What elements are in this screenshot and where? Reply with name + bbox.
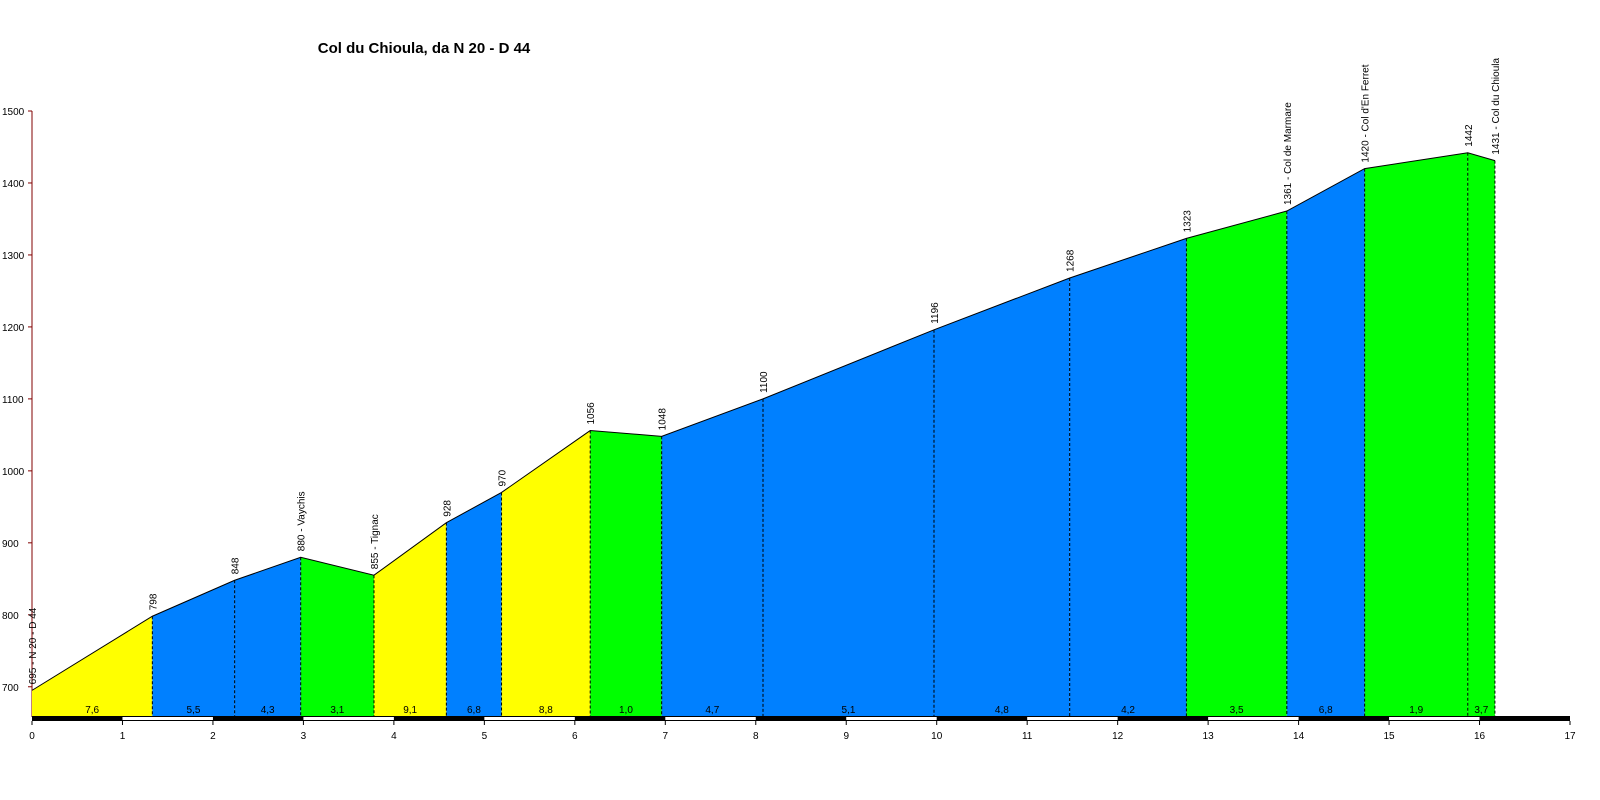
km-stripe xyxy=(1208,717,1299,720)
gradient-label: 6,8 xyxy=(1319,705,1333,716)
x-tick-label: 9 xyxy=(843,731,849,742)
x-tick-label: 16 xyxy=(1474,731,1486,742)
gradient-segment xyxy=(763,329,934,717)
gradient-segment xyxy=(590,430,662,717)
y-tick-label: 1500 xyxy=(2,107,25,118)
x-tick-label: 14 xyxy=(1293,731,1305,742)
point-label: 1100 xyxy=(759,371,770,393)
gradient-label: 7,6 xyxy=(85,705,99,716)
profile-line xyxy=(31,152,1496,691)
x-tick-label: 0 xyxy=(29,731,35,742)
x-tick-label: 2 xyxy=(210,731,216,742)
x-tick-label: 11 xyxy=(1022,731,1033,742)
x-tick-label: 6 xyxy=(572,731,578,742)
point-label: 1442 xyxy=(1464,124,1475,147)
km-stripe xyxy=(846,717,937,720)
gradient-segment xyxy=(1286,168,1365,717)
point-label: 1268 xyxy=(1066,249,1077,272)
point-label: 1056 xyxy=(586,402,597,425)
gradient-label: 3,1 xyxy=(330,705,344,716)
gradient-label: 8,8 xyxy=(539,705,553,716)
y-tick-label: 1200 xyxy=(2,323,25,334)
y-tick-label: 900 xyxy=(2,539,19,550)
gradient-label: 1,9 xyxy=(1409,705,1423,716)
gradient-label: 6,8 xyxy=(467,705,481,716)
point-label: 855 - Tignac xyxy=(370,514,381,569)
gradient-label: 4,3 xyxy=(261,705,275,716)
gradient-segment xyxy=(373,522,447,717)
point-label: 848 xyxy=(231,557,242,574)
km-stripe xyxy=(1027,717,1118,720)
gradient-label: 3,5 xyxy=(1230,705,1244,716)
gradient-label: 1,0 xyxy=(619,705,633,716)
gradient-segment xyxy=(446,492,502,717)
point-label: 1420 - Col d'En Ferret xyxy=(1361,64,1372,162)
gradient-label: 5,5 xyxy=(187,705,201,716)
x-tick-label: 7 xyxy=(663,731,669,742)
chart-title: Col du Chioula, da N 20 - D 44 xyxy=(318,40,531,57)
gradient-label: 5,1 xyxy=(842,705,856,716)
x-tick-label: 17 xyxy=(1564,731,1576,742)
x-tick-label: 3 xyxy=(301,731,307,742)
y-tick-label: 800 xyxy=(2,611,19,622)
point-label: 1048 xyxy=(658,408,669,431)
gradient-label: 9,1 xyxy=(403,705,417,716)
point-label: 970 xyxy=(498,469,509,486)
y-tick-label: 1400 xyxy=(2,179,25,190)
x-axis-bar xyxy=(32,716,1570,721)
km-stripe xyxy=(484,717,575,720)
point-label: 1361 - Col de Marmare xyxy=(1283,102,1294,205)
y-tick-label: 1300 xyxy=(2,251,25,262)
x-tick-label: 13 xyxy=(1203,731,1215,742)
point-label: 1196 xyxy=(930,302,941,324)
gradient-segment xyxy=(1364,152,1468,717)
gradient-label: 4,7 xyxy=(705,705,719,716)
gradient-label: 3,7 xyxy=(1474,705,1488,716)
x-tick-label: 15 xyxy=(1383,731,1395,742)
point-label: 880 - Vaychis xyxy=(297,491,308,551)
y-tick-label: 1000 xyxy=(2,467,25,478)
x-tick-label: 5 xyxy=(482,731,488,742)
km-stripe xyxy=(303,717,394,720)
gradient-segment xyxy=(1186,211,1287,717)
x-tick-label: 12 xyxy=(1112,731,1124,742)
gradient-segment xyxy=(1467,152,1495,717)
point-label: 1431 - Col du Chioula xyxy=(1491,57,1502,154)
gradient-segment xyxy=(32,616,153,717)
gradient-segment xyxy=(300,557,374,717)
y-tick-label: 1100 xyxy=(2,395,24,406)
gradient-segment xyxy=(152,580,235,717)
gradient-segment xyxy=(661,398,764,717)
gradient-segment xyxy=(1069,238,1187,718)
gradient-segment xyxy=(234,557,301,717)
gradient-segment xyxy=(501,430,591,717)
y-tick-label: 700 xyxy=(2,683,19,694)
x-tick-label: 10 xyxy=(931,731,943,742)
x-tick-label: 1 xyxy=(120,731,126,742)
point-label: 1323 xyxy=(1182,210,1193,233)
km-stripe xyxy=(665,717,756,720)
gradient-label: 4,8 xyxy=(995,705,1009,716)
point-label: 928 xyxy=(442,500,453,517)
point-label: 798 xyxy=(148,593,159,610)
x-tick-label: 8 xyxy=(753,731,759,742)
km-stripe xyxy=(122,717,213,720)
point-label: 695 - N 20 - D 44 xyxy=(28,607,39,684)
km-stripe xyxy=(1389,717,1480,720)
x-tick-label: 4 xyxy=(391,731,397,742)
gradient-segment xyxy=(933,277,1070,717)
gradient-label: 4,2 xyxy=(1121,705,1135,716)
